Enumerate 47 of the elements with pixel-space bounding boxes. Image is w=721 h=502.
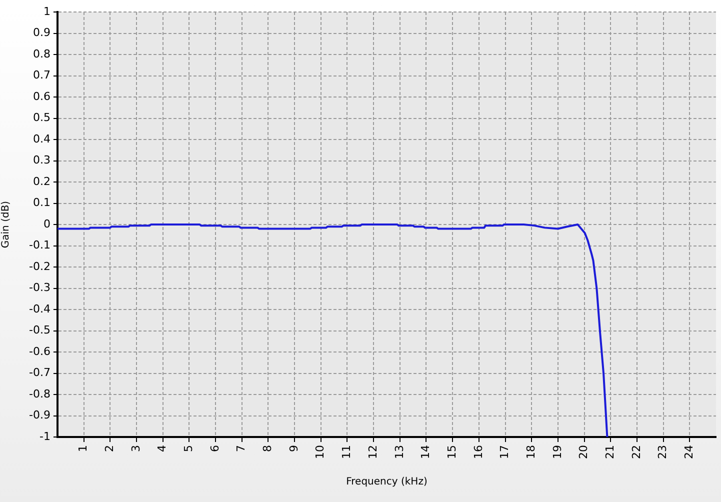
y-tick-label: 0.8 bbox=[32, 47, 50, 60]
x-tick-label: 16 bbox=[472, 445, 485, 460]
y-tick-label: 0 bbox=[43, 217, 50, 230]
x-tick-label: 22 bbox=[630, 445, 643, 460]
x-tick-label: 7 bbox=[234, 445, 248, 452]
y-axis-title: Gain (dB) bbox=[0, 200, 12, 248]
y-tick-label: -0.9 bbox=[28, 408, 50, 422]
x-axis-title: Frequency (kHz) bbox=[346, 476, 428, 488]
y-tick-label: 0.5 bbox=[32, 111, 50, 124]
y-tick-label: -0.4 bbox=[28, 302, 50, 316]
y-tick-label: 0.7 bbox=[32, 68, 50, 82]
y-tick-label: -0.5 bbox=[28, 324, 50, 337]
y-tick-label: 0.9 bbox=[32, 26, 50, 40]
y-tick-label: 0.1 bbox=[32, 196, 50, 210]
x-tick-label: 24 bbox=[682, 445, 696, 460]
y-tick-label: 1 bbox=[43, 4, 50, 18]
x-tick-label: 14 bbox=[419, 445, 432, 460]
x-tick-label: 12 bbox=[366, 445, 380, 460]
y-tick-label: 0.2 bbox=[32, 174, 50, 188]
y-tick-label: -0.8 bbox=[28, 387, 50, 400]
x-tick-label: 2 bbox=[103, 445, 116, 452]
x-tick-label: 3 bbox=[129, 445, 142, 452]
x-tick-label: 15 bbox=[445, 445, 458, 460]
x-tick-label: 4 bbox=[156, 445, 169, 452]
x-tick-label: 23 bbox=[656, 445, 670, 460]
y-tick-label: 0.6 bbox=[32, 90, 50, 103]
x-tick-label: 6 bbox=[208, 445, 222, 452]
y-tick-label: -0.1 bbox=[28, 238, 50, 252]
x-tick-label: 21 bbox=[603, 445, 616, 460]
x-tick-label: 10 bbox=[314, 445, 327, 460]
x-tick-label: 5 bbox=[182, 445, 196, 452]
x-tick-label: 1 bbox=[76, 445, 90, 452]
x-tick-label: 13 bbox=[392, 445, 406, 460]
x-tick-label: 17 bbox=[498, 445, 512, 460]
y-tick-label: -0.3 bbox=[28, 281, 50, 294]
x-tick-label: 11 bbox=[340, 445, 354, 460]
y-tick-label: -1 bbox=[39, 430, 50, 443]
y-tick-label: -0.6 bbox=[28, 344, 50, 358]
y-tick-label: -0.7 bbox=[28, 366, 50, 380]
y-tick-label: 0.4 bbox=[32, 132, 50, 146]
x-tick-label: 9 bbox=[287, 445, 300, 452]
y-tick-label: -0.2 bbox=[28, 260, 50, 273]
x-tick-label: 20 bbox=[577, 445, 590, 460]
y-tick-label: 0.3 bbox=[32, 154, 50, 167]
x-tick-label: 8 bbox=[261, 445, 274, 452]
x-tick-label: 18 bbox=[524, 445, 538, 460]
x-tick-label: 19 bbox=[550, 445, 564, 460]
